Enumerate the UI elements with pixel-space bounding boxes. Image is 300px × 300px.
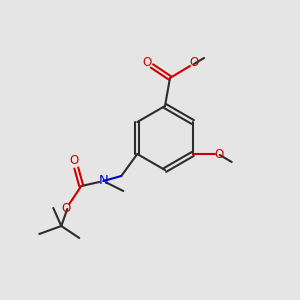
Text: O: O [142, 56, 152, 68]
Text: O: O [62, 202, 71, 215]
Text: O: O [70, 154, 79, 167]
Text: O: O [214, 148, 223, 160]
Text: O: O [189, 56, 199, 70]
Text: N: N [98, 175, 108, 188]
